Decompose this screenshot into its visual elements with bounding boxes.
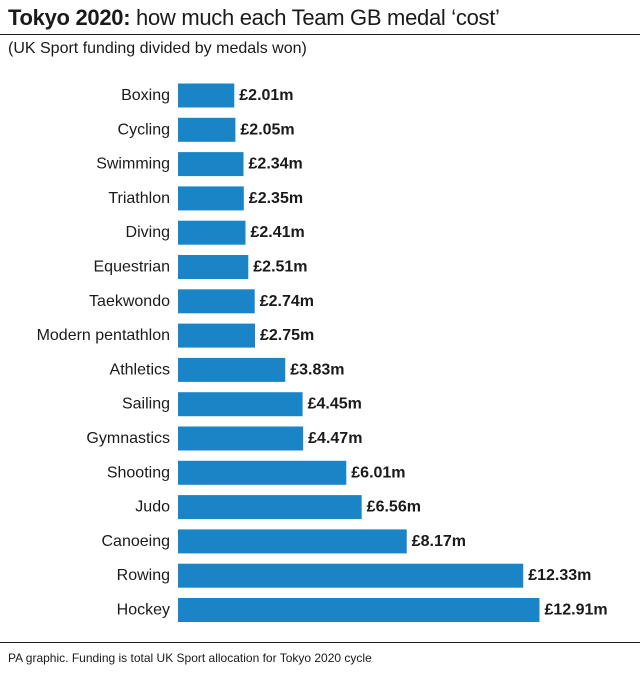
value-label-cycling: £2.05m [240,121,294,138]
value-label-athletics: £3.83m [290,361,344,378]
value-label-hockey: £12.91m [544,602,607,619]
value-label-swimming: £2.34m [249,156,303,173]
value-label-equestrian: £2.51m [253,259,307,276]
bar-athletics [178,357,286,382]
footer-source: PA graphic. Funding is total UK Sport al… [8,651,372,665]
category-label-gymnastics: Gymnastics [86,430,170,447]
value-label-taekwondo: £2.74m [260,293,314,310]
bar-triathlon [178,186,244,211]
chart-title-rest: how much each Team GB medal ‘cost’ [130,5,500,30]
bar-judo [178,495,362,520]
category-label-boxing: Boxing [121,87,170,104]
bar-equestrian [178,255,249,279]
value-label-canoeing: £8.17m [412,533,466,550]
bar-sailing [178,392,303,417]
category-label-modern-pentathlon: Modern pentathlon [37,327,170,344]
bar-taekwondo [178,289,255,314]
category-label-athletics: Athletics [110,361,170,378]
category-label-judo: Judo [135,499,170,516]
bar-cycling [178,117,236,142]
chart-title-bold: Tokyo 2020: [8,5,131,30]
value-label-triathlon: £2.35m [249,190,303,207]
chart-subtitle: (UK Sport funding divided by medals won) [8,40,307,57]
value-label-rowing: £12.33m [528,567,591,584]
chart-title: Tokyo 2020: how much each Team GB medal … [8,4,500,32]
category-label-rowing: Rowing [117,567,170,584]
title-divider [0,34,640,35]
category-label-cycling: Cycling [118,121,170,138]
value-label-diving: £2.41m [250,224,304,241]
category-label-diving: Diving [126,224,170,241]
bar-canoeing [178,529,407,554]
category-label-shooting: Shooting [107,464,170,481]
bar-swimming [178,152,244,177]
category-label-equestrian: Equestrian [94,259,171,276]
category-label-sailing: Sailing [122,396,170,413]
value-label-boxing: £2.01m [239,87,293,104]
category-label-swimming: Swimming [96,156,170,173]
bar-rowing [178,563,524,588]
category-label-hockey: Hockey [117,602,170,619]
value-label-judo: £6.56m [367,499,421,516]
value-label-shooting: £6.01m [351,464,405,481]
bar-hockey [178,598,540,622]
bar-modern-pentathlon [178,323,255,348]
value-label-gymnastics: £4.47m [308,430,362,447]
bar-shooting [178,460,347,485]
value-label-sailing: £4.45m [308,396,362,413]
bar-boxing [178,83,235,108]
footer-divider [0,642,640,643]
value-label-modern-pentathlon: £2.75m [260,327,314,344]
bar-gymnastics [178,426,304,451]
category-label-canoeing: Canoeing [102,533,171,550]
bar-diving [178,220,246,245]
category-label-taekwondo: Taekwondo [89,293,170,310]
category-label-triathlon: Triathlon [108,190,170,207]
